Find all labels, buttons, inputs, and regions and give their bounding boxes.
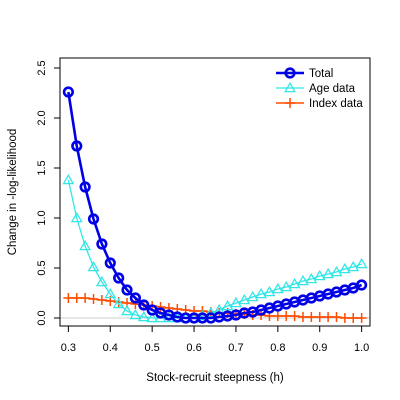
legend-label: Age data [309, 83, 356, 95]
data-point-age-data [288, 277, 301, 289]
data-point-age-data [330, 265, 343, 277]
data-point-age-data [87, 260, 100, 272]
y-tick-label: 1.0 [36, 210, 48, 225]
legend-swatch-marker [284, 81, 296, 93]
x-tick-label: 0.9 [312, 342, 327, 354]
data-point-total [129, 292, 142, 304]
data-point-age-data [137, 310, 150, 322]
data-point-age-data [255, 287, 268, 299]
legend-swatch-marker [285, 98, 295, 108]
data-point-age-data [129, 308, 142, 320]
data-point-total [87, 213, 100, 225]
data-point-age-data [347, 260, 360, 272]
data-point-age-data [238, 293, 251, 305]
legend-entry-age-data: Age data [276, 81, 356, 95]
data-point-index-data [314, 312, 325, 322]
data-point-total [356, 279, 368, 291]
data-point-age-data [246, 290, 259, 302]
data-point-age-data [79, 239, 92, 251]
y-tick-label: 2.5 [36, 60, 48, 75]
plot-frame [59, 57, 371, 327]
x-tick-label: 0.3 [61, 342, 76, 354]
data-point-index-data [348, 313, 359, 323]
x-tick-label: 0.5 [145, 342, 160, 354]
data-point-age-data [322, 267, 335, 279]
data-point-index-data [323, 312, 334, 322]
data-point-total [113, 272, 125, 284]
legend-entry-index-data: Index data [276, 98, 363, 110]
data-point-index-data [297, 312, 308, 322]
data-point-index-data [339, 313, 350, 323]
data-point-age-data [221, 299, 234, 311]
data-point-index-data [155, 302, 166, 312]
data-point-index-data [281, 311, 292, 321]
data-point-index-data [272, 311, 283, 321]
legend-swatch-marker [284, 67, 296, 79]
data-point-index-data [289, 311, 300, 321]
data-point-total [121, 284, 133, 296]
y-tick-label: 2.0 [36, 110, 48, 125]
data-point-total [79, 181, 91, 193]
data-point-age-data [95, 275, 108, 287]
x-tick-label: 1.0 [354, 342, 369, 354]
data-point-age-data [271, 282, 284, 294]
data-point-index-data [331, 312, 342, 322]
series-total [62, 86, 368, 324]
y-tick-label: 0.0 [36, 310, 48, 325]
legend-label: Index data [309, 98, 363, 110]
data-point-index-data [80, 293, 91, 303]
data-point-age-data [62, 173, 75, 185]
x-tick-label: 0.8 [270, 342, 285, 354]
data-point-age-data [338, 262, 351, 274]
data-point-age-data [297, 274, 309, 286]
data-point-index-data [88, 294, 99, 304]
x-axis-title: Stock-recruit steepness (h) [146, 372, 284, 384]
data-point-age-data [230, 296, 242, 308]
data-point-index-data [306, 312, 317, 322]
data-point-index-data [356, 313, 367, 323]
y-tick-label: 1.5 [36, 160, 48, 175]
legend: Total Age data Index data [276, 67, 363, 110]
data-point-age-data [112, 297, 125, 309]
x-tick-label: 0.7 [228, 342, 243, 354]
data-point-age-data [104, 287, 117, 299]
data-point-age-data [204, 306, 217, 318]
data-point-age-data [280, 280, 293, 292]
legend-entry-total: Total [276, 67, 333, 80]
data-point-age-data [121, 304, 133, 316]
data-point-age-data [305, 272, 318, 284]
data-point-index-data [63, 293, 74, 303]
x-tick-label: 0.6 [186, 342, 201, 354]
data-point-total [71, 140, 83, 152]
data-point-total [62, 86, 74, 98]
y-axis-title: Change in -log-likelihood [7, 129, 19, 256]
data-point-age-data [355, 257, 368, 269]
x-tick-label: 0.4 [103, 342, 118, 354]
data-point-index-data [96, 295, 107, 305]
data-point-age-data [263, 285, 276, 297]
data-point-age-data [146, 311, 159, 323]
data-point-index-data [71, 293, 82, 303]
axis-layer: 0.3 0.4 0.5 0.6 0.7 0.8 0.9 1.0 0.0 0.5 1.0 1.5 2.0 2… [36, 60, 369, 354]
data-point-total [138, 299, 150, 311]
series-layer [62, 86, 368, 324]
y-tick-label: 0.5 [36, 260, 48, 275]
data-point-age-data [70, 211, 83, 223]
data-point-total [104, 257, 116, 269]
data-point-age-data [313, 269, 326, 281]
legend-label: Total [309, 68, 333, 80]
data-point-total [96, 238, 108, 250]
